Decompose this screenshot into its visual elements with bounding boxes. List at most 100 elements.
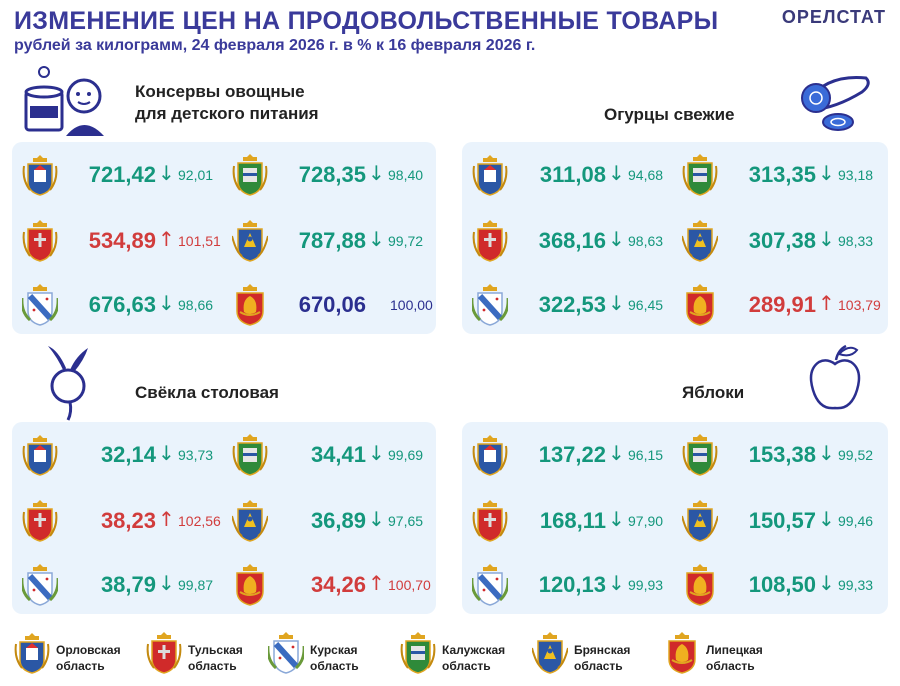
price-value: 728,35 [298, 162, 366, 187]
brand-logo: ОРЕЛСТАТ [781, 7, 886, 27]
arrow-up-icon: ↑ [158, 507, 175, 531]
arrow-down-icon: ↓ [158, 441, 175, 465]
price-value: 34,26 [310, 572, 366, 597]
page-title: ИЗМЕНЕНИЕ ЦЕН НА ПРОДОВОЛЬСТВЕННЫЕ ТОВАР… [14, 7, 719, 35]
price-value: 307,38 [748, 228, 816, 253]
legend-label-line2: область [310, 659, 359, 673]
percent-change: 93,73 [178, 447, 214, 463]
percent-change: 98,33 [838, 233, 874, 249]
lipetsk-coat-icon [236, 284, 264, 326]
percent-change: 101,51 [178, 233, 221, 249]
legend-label-line2: область [442, 659, 491, 673]
lipetsk-coat-icon [686, 284, 714, 326]
arrow-down-icon: ↓ [608, 291, 625, 315]
price-cell-kursk: 38,79 ↓ 99,87 [22, 560, 242, 610]
percent-change: 92,01 [178, 167, 214, 183]
orel-coat-icon [22, 154, 58, 196]
percent-change: 103,79 [838, 297, 881, 313]
tula-coat-icon [22, 500, 58, 542]
price-value: 313,35 [748, 162, 816, 187]
price-cell-bryansk: 787,88 ↓ 99,72 [232, 216, 452, 266]
arrow-up-icon: ↑ [818, 291, 835, 315]
price-cell-tula: 38,23 ↑ 102,56 [22, 496, 242, 546]
price-value: 32,14 [100, 442, 156, 467]
bryansk-coat-icon [232, 500, 268, 542]
percent-change: 100,70 [388, 577, 431, 593]
arrow-down-icon: ↓ [158, 291, 175, 315]
kaluga-coat-icon [682, 154, 718, 196]
section-title-line2: для детского питания [135, 104, 319, 123]
price-value: 153,38 [748, 442, 816, 467]
price-value: 311,08 [539, 162, 606, 187]
price-cell-bryansk: 307,38 ↓ 98,33 [682, 216, 900, 266]
arrow-down-icon: ↓ [818, 571, 835, 595]
orel-coat-icon [472, 154, 508, 196]
kursk-coat-icon [268, 632, 304, 674]
panel-cucumbers [462, 142, 888, 334]
tula-coat-icon [22, 220, 58, 262]
price-value: 670,06 [298, 292, 366, 317]
percent-change: 98,40 [388, 167, 424, 183]
price-cell-kursk: 676,63 ↓ 98,66 [22, 280, 242, 330]
price-value: 36,89 [310, 508, 366, 533]
legend-label: Брянская область [574, 642, 654, 674]
kursk-coat-icon [22, 284, 58, 326]
price-cell-bryansk: 150,57 ↓ 99,46 [682, 496, 900, 546]
lipetsk-coat-icon [236, 564, 264, 606]
legend-label: Курская область [310, 642, 390, 674]
arrow-down-icon: ↓ [368, 161, 385, 185]
orel-coat-icon [22, 434, 58, 476]
lipetsk-coat-icon [686, 564, 714, 606]
panel-apples [462, 422, 888, 614]
price-cell-orel: 311,08 ↓ 94,68 [472, 150, 692, 200]
arrow-down-icon: ↓ [608, 227, 625, 251]
legend-label: Липецкая область [706, 642, 786, 674]
percent-change: 98,63 [628, 233, 664, 249]
percent-change: 94,68 [628, 167, 664, 183]
arrow-down-icon: ↓ [608, 161, 625, 185]
price-value: 108,50 [748, 572, 816, 597]
legend-label: Орловская область [56, 642, 136, 674]
legend-label-line1: Брянская [574, 643, 631, 657]
legend-label: Калужская область [442, 642, 522, 674]
section-title-beet: Свёкла столовая [135, 383, 279, 402]
legend-label-line1: Тульская [188, 643, 243, 657]
price-value: 676,63 [88, 292, 156, 317]
price-cell-lipetsk: 289,91 ↑ 103,79 [682, 280, 900, 330]
price-cell-tula: 534,89 ↑ 101,51 [22, 216, 242, 266]
price-value: 368,16 [538, 228, 606, 253]
lipetsk-coat-icon [668, 632, 696, 674]
legend-label-line2: область [574, 659, 623, 673]
section-title-baby-food: Консервы овощные для детского питания [135, 81, 319, 125]
price-value: 120,13 [538, 572, 606, 597]
percent-change: 99,72 [388, 233, 424, 249]
price-value: 322,53 [538, 292, 606, 317]
price-cell-tula: 168,11 ↓ 97,90 [472, 496, 692, 546]
price-value: 289,91 [748, 292, 816, 317]
tula-coat-icon [146, 632, 182, 674]
price-value: 137,22 [538, 442, 606, 467]
bryansk-coat-icon [682, 500, 718, 542]
legend-label: Тульская область [188, 642, 268, 674]
price-cell-lipetsk: 108,50 ↓ 99,33 [682, 560, 900, 610]
percent-change: 99,33 [838, 577, 874, 593]
percent-change: 99,52 [838, 447, 874, 463]
percent-change: 96,45 [628, 297, 664, 313]
orel-coat-icon [14, 632, 50, 674]
percent-change: 102,56 [178, 513, 221, 529]
price-cell-bryansk: 36,89 ↓ 97,65 [232, 496, 452, 546]
arrow-down-icon: ↓ [608, 441, 625, 465]
price-cell-kaluga: 153,38 ↓ 99,52 [682, 430, 900, 480]
apple-icon [809, 344, 861, 410]
price-cell-lipetsk: 670,06 100,00 [232, 280, 452, 330]
arrow-down-icon: ↓ [818, 507, 835, 531]
kursk-coat-icon [472, 564, 508, 606]
arrow-down-icon: ↓ [158, 161, 175, 185]
kaluga-coat-icon [232, 434, 268, 476]
price-value: 168,11 [539, 508, 606, 533]
legend: Орловская область Тульская область Курская об… [0, 632, 900, 682]
arrow-up-icon: ↑ [368, 571, 385, 595]
legend-label-line2: область [706, 659, 755, 673]
bryansk-coat-icon [532, 632, 568, 674]
baby-food-icon [24, 66, 104, 136]
